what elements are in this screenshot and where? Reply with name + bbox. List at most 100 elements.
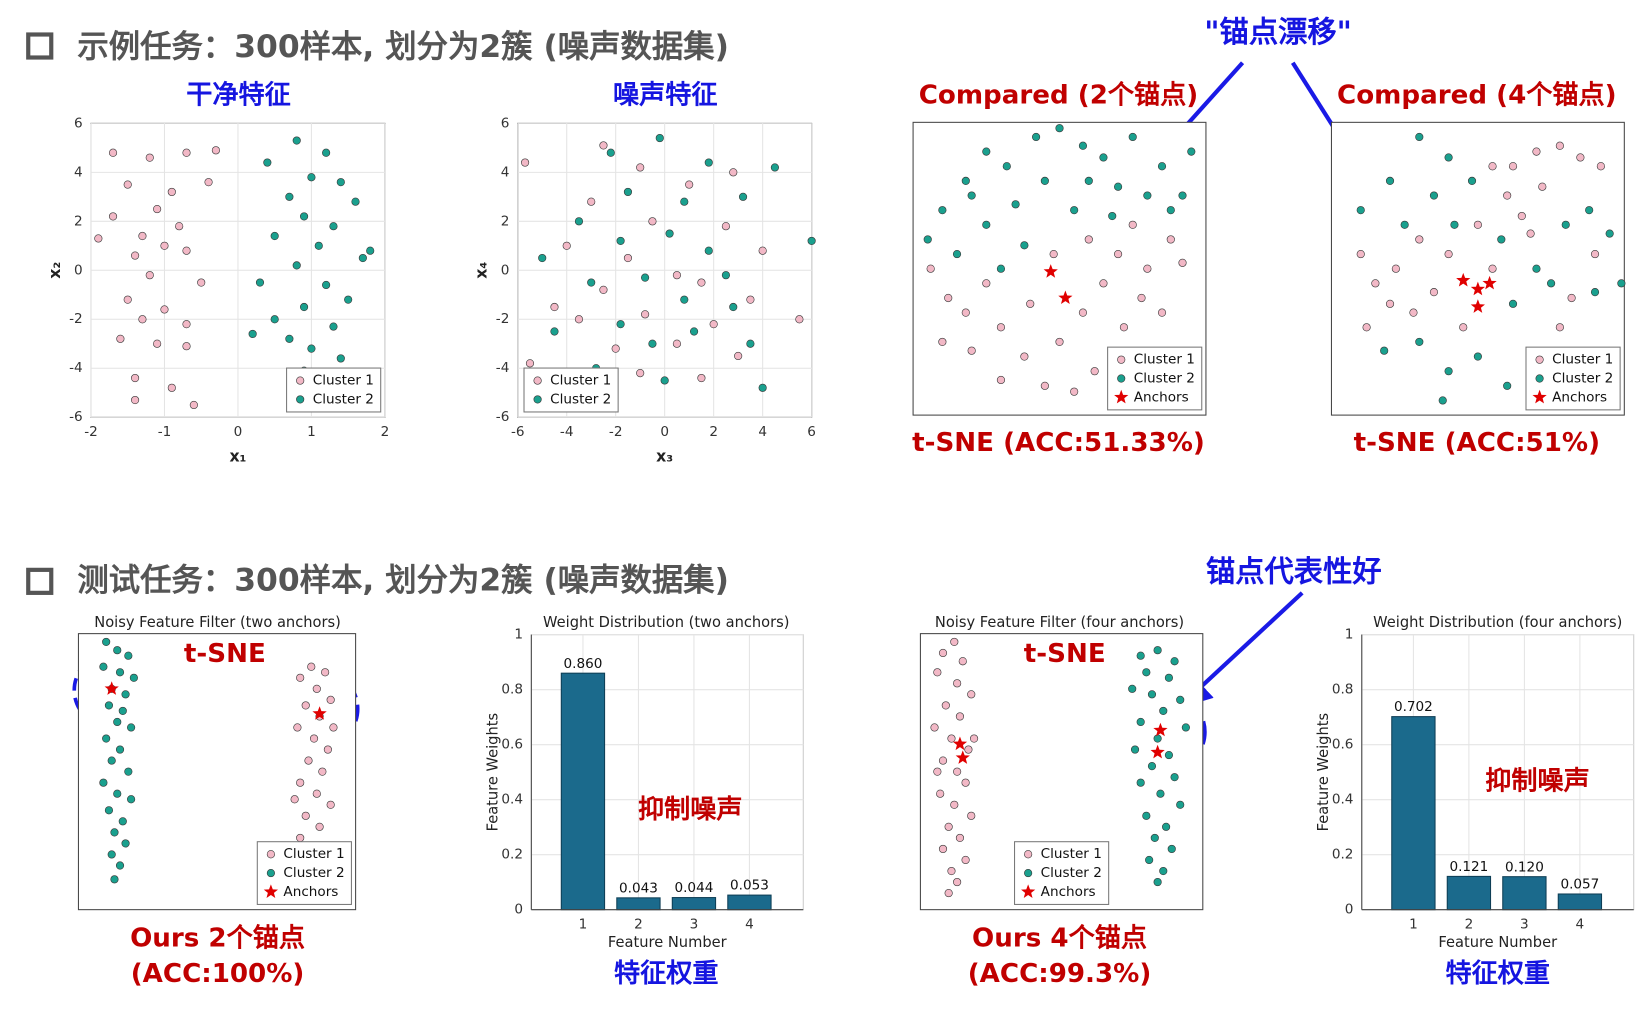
scatter-point xyxy=(1162,822,1171,831)
scatter-point xyxy=(304,756,313,765)
scatter-point xyxy=(123,295,132,304)
scatter-point xyxy=(953,877,962,887)
scatter-point xyxy=(1136,717,1145,727)
scatter-point xyxy=(1438,396,1447,405)
scatter-point xyxy=(312,789,321,798)
anchor-point xyxy=(312,706,327,720)
scatter-point xyxy=(616,320,625,329)
scatter-point xyxy=(1429,191,1439,200)
scatter-point xyxy=(1167,844,1176,854)
scatter-point xyxy=(950,800,959,809)
legend-label: Cluster 2 xyxy=(550,391,611,407)
scatter-point xyxy=(587,278,596,287)
y-tick-label: 6 xyxy=(74,115,83,131)
scatter-point xyxy=(685,180,694,189)
scatter-point xyxy=(315,822,324,831)
scatter-point xyxy=(1508,162,1518,171)
scatter-point xyxy=(1590,250,1600,259)
scatter-point xyxy=(729,302,738,312)
caption: Ours 4个锚点 xyxy=(972,922,1147,953)
scatter-point xyxy=(329,222,338,231)
scatter-point xyxy=(955,712,965,721)
scatter-point xyxy=(1385,176,1395,185)
scatter-point xyxy=(1084,176,1093,185)
scatter-point xyxy=(520,158,530,167)
scatter-point xyxy=(1429,288,1439,297)
scatter-point xyxy=(138,315,147,324)
scatter-point xyxy=(938,206,947,215)
scatter-point xyxy=(611,344,620,353)
scatter-point xyxy=(1555,141,1564,150)
y-tick-label: 0.6 xyxy=(1332,737,1354,753)
y-tick-label: 4 xyxy=(501,164,510,180)
scatter-point xyxy=(996,323,1006,332)
scatter-point xyxy=(127,723,136,732)
scatter-point xyxy=(1605,229,1614,238)
legend-label: Cluster 2 xyxy=(1041,865,1102,881)
scatter-point xyxy=(366,246,375,255)
x-tick-label: 1 xyxy=(1409,916,1418,932)
anchor-point xyxy=(1150,744,1165,759)
anchor-point xyxy=(104,681,119,695)
scatter-point xyxy=(1371,279,1380,288)
scatter-point xyxy=(1555,323,1564,332)
y-axis-label: Feature Weights xyxy=(485,713,502,831)
scatter-point xyxy=(167,383,176,392)
x-tick-label: 4 xyxy=(758,424,767,440)
anchor-point xyxy=(1153,722,1168,737)
y-tick-label: 0.6 xyxy=(501,737,523,753)
scatter-point xyxy=(1535,355,1544,364)
x-tick-label: 2 xyxy=(1465,916,1474,932)
y-tick-label: 0.8 xyxy=(1332,682,1354,698)
y-tick-label: -6 xyxy=(69,409,83,425)
value-label: 0.860 xyxy=(563,656,602,672)
y-tick-label: 0.4 xyxy=(501,792,523,808)
x-tick-label: 4 xyxy=(1576,916,1585,932)
x-tick-label: 2 xyxy=(709,424,718,440)
scatter-point xyxy=(1409,308,1418,317)
scatter-point xyxy=(1473,220,1482,229)
scatter-point xyxy=(1503,191,1512,200)
y-tick-label: 0 xyxy=(514,902,523,918)
scatter-point xyxy=(1002,162,1011,171)
x-tick-label: 4 xyxy=(745,916,754,932)
scatter-point xyxy=(108,212,118,221)
scatter-point xyxy=(1128,684,1137,693)
scatter-point xyxy=(697,373,706,383)
scatter-point xyxy=(982,279,991,288)
scatter-point xyxy=(293,723,302,732)
scatter-point xyxy=(1153,734,1162,743)
y-tick-label: -6 xyxy=(496,409,510,425)
scatter-point xyxy=(121,690,130,699)
x-tick-label: 0 xyxy=(660,424,669,440)
y-tick-label: -2 xyxy=(496,311,510,327)
scatter-point xyxy=(961,778,970,787)
legend xyxy=(286,367,382,413)
scatter-point xyxy=(1532,147,1541,156)
scatter-point xyxy=(721,222,730,231)
scatter-point xyxy=(129,673,138,682)
scatter-point xyxy=(307,344,316,353)
scatter-point xyxy=(299,212,309,221)
scatter-point xyxy=(1159,866,1168,876)
anchor-point xyxy=(1482,275,1497,290)
scatter-point xyxy=(255,278,265,287)
scatter-point xyxy=(606,148,615,157)
scatter-point xyxy=(1040,176,1049,185)
scatter-point xyxy=(1143,191,1152,200)
scatter-point xyxy=(967,811,976,820)
scatter-point xyxy=(738,192,748,201)
y-tick-label: 1 xyxy=(1345,627,1354,643)
scatter-point xyxy=(1032,132,1041,142)
scatter-point xyxy=(153,339,162,348)
plot-area xyxy=(912,121,1207,416)
chart-title: Weight Distribution (two anchors) xyxy=(543,614,789,631)
legend-label: Cluster 2 xyxy=(1134,371,1195,387)
scatter-point xyxy=(538,253,547,263)
scatter-point xyxy=(182,246,191,255)
chart-title: Compared (4个锚点) xyxy=(1337,80,1617,111)
scatter-point xyxy=(1508,299,1518,308)
value-label: 0.057 xyxy=(1560,877,1599,893)
scatter-point xyxy=(336,178,345,187)
x-tick-label: -6 xyxy=(511,424,525,440)
